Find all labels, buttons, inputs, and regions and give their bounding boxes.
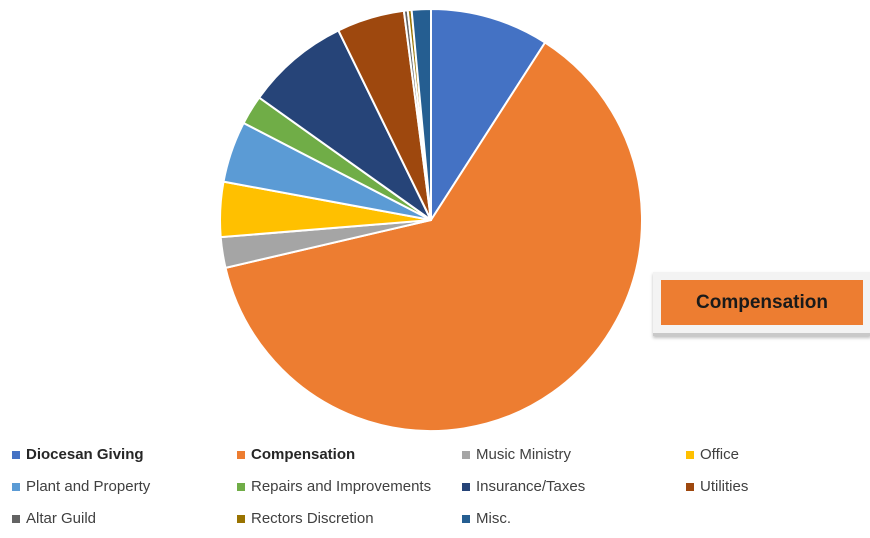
legend-swatch xyxy=(686,450,694,459)
legend-item: Plant and Property xyxy=(12,478,150,495)
pie-chart xyxy=(219,7,643,432)
legend-label: Diocesan Giving xyxy=(26,446,144,463)
legend-swatch xyxy=(462,450,470,459)
pie-slice-compensation xyxy=(224,41,643,432)
legend-label: Repairs and Improvements xyxy=(251,478,432,495)
legend-item: Compensation xyxy=(237,446,355,463)
legend-label: Misc. xyxy=(476,510,511,527)
legend-swatch xyxy=(462,514,470,523)
legend-swatch xyxy=(237,450,245,459)
callout-box: Compensation xyxy=(653,272,870,336)
legend-item: Utilities xyxy=(686,478,748,495)
legend-item: Repairs and Improvements xyxy=(237,478,431,495)
legend-swatch xyxy=(686,482,694,491)
legend-swatch xyxy=(12,514,20,523)
callout-label: Compensation xyxy=(661,280,863,325)
legend-swatch xyxy=(237,514,245,523)
pie-slice-misc xyxy=(410,7,432,221)
legend-label: Plant and Property xyxy=(26,478,151,495)
legend-item: Music Ministry xyxy=(462,446,571,463)
legend-label: Altar Guild xyxy=(26,510,97,527)
pie-slice-diocesan-giving xyxy=(430,8,547,221)
legend-label: Rectors Discretion xyxy=(251,510,374,527)
legend-item: Diocesan Giving xyxy=(12,446,144,463)
legend-item: Misc. xyxy=(462,510,511,527)
legend-item: Altar Guild xyxy=(12,510,96,527)
legend-item: Rectors Discretion xyxy=(237,510,374,527)
legend-swatch xyxy=(462,482,470,491)
legend-label: Compensation xyxy=(251,446,356,463)
legend-swatch xyxy=(12,450,20,459)
legend-label: Music Ministry xyxy=(476,446,572,463)
pie-slice-insurance-taxes xyxy=(258,29,432,221)
legend-label: Insurance/Taxes xyxy=(476,478,586,495)
legend-swatch xyxy=(12,482,20,491)
legend-item: Insurance/Taxes xyxy=(462,478,585,495)
legend-label: Utilities xyxy=(700,478,749,495)
legend: Diocesan Giving Compensation Music Ministr… xyxy=(0,446,870,538)
legend-item: Office xyxy=(686,446,739,463)
legend-swatch xyxy=(237,482,245,491)
legend-label: Office xyxy=(700,446,739,463)
